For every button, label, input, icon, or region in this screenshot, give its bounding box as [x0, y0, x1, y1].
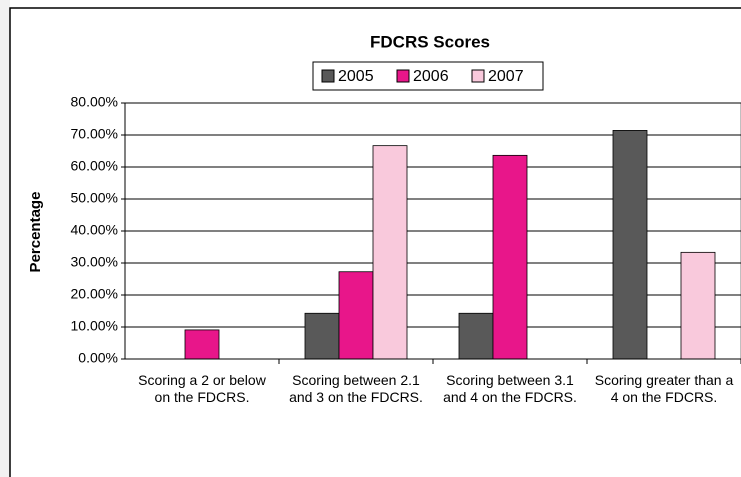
x-tick-label: Scoring greater than a 4 on the FDCRS.: [594, 372, 734, 405]
y-tick-label: 80.00%: [71, 94, 118, 110]
y-tick-label: 40.00%: [71, 222, 118, 238]
y-tick-label: 50.00%: [71, 190, 118, 206]
legend-label: 2007: [488, 68, 524, 85]
legend-swatch: [321, 69, 335, 83]
y-tick-label: 0.00%: [78, 350, 118, 366]
x-tick-label: Scoring between 2.1 and 3 on the FDCRS.: [289, 372, 423, 405]
legend-swatch: [471, 69, 485, 83]
bar: [680, 251, 716, 360]
legend-box: [312, 61, 544, 91]
bar: [612, 130, 648, 360]
bar: [304, 312, 340, 360]
x-tick-label: Scoring a 2 or below on the FDCRS.: [138, 372, 266, 405]
y-tick-label: 20.00%: [71, 286, 118, 302]
y-tick-label: 30.00%: [71, 254, 118, 270]
bar: [372, 145, 408, 360]
y-tick-label: 60.00%: [71, 158, 118, 174]
bar: [184, 329, 220, 360]
y-tick-label: 10.00%: [71, 318, 118, 334]
legend-swatch: [396, 69, 410, 83]
y-axis-title: Percentage: [27, 192, 44, 273]
chart-title: FDCRS Scores: [370, 32, 490, 51]
side-margin: [0, 0, 10, 477]
bar: [338, 271, 374, 360]
x-tick-label: Scoring between 3.1 and 4 on the FDCRS.: [443, 372, 577, 405]
y-tick-label: 70.00%: [71, 126, 118, 142]
legend-label: 2005: [338, 68, 374, 85]
bar: [492, 154, 528, 360]
legend-label: 2006: [413, 68, 449, 85]
bar: [458, 312, 494, 360]
